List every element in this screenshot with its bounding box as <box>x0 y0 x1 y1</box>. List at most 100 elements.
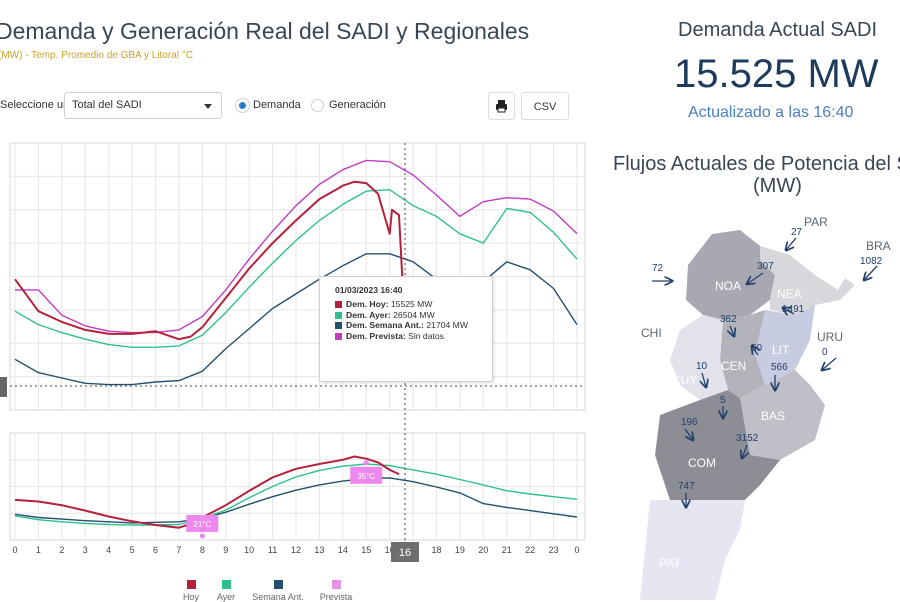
page-title: Demanda y Generación Real del SADI y Reg… <box>0 18 530 44</box>
x-tick-label: 0 <box>574 545 579 555</box>
crosshair-y-marker <box>0 377 7 397</box>
region-select-value: Total del SADI <box>72 99 142 111</box>
x-tick-label: 5 <box>130 545 135 555</box>
tooltip-datetime: 01/03/2023 16:40 <box>335 285 403 295</box>
x-tick-label: 19 <box>455 545 465 555</box>
x-axis-ticks: 012345678910111213141516171819202122230 <box>12 545 579 555</box>
flow-value-cuy-com: 196 <box>681 417 698 428</box>
cursor-x-label: 16 <box>399 547 411 559</box>
x-tick-label: 11 <box>268 545 277 555</box>
generation-radio-label[interactable]: Generación <box>329 99 386 111</box>
csv-button[interactable]: CSV <box>521 92 569 120</box>
temp-label-dot <box>199 533 205 539</box>
tooltip-row-semana: Dem. Semana Ant.: 21704 MW <box>335 320 492 331</box>
flow-value-cen-bas: 5 <box>720 395 726 406</box>
x-tick-label: 8 <box>200 545 205 555</box>
flow-value-uru: 0 <box>822 347 828 358</box>
region-label-bas: BAS <box>761 409 785 423</box>
generation-radio[interactable] <box>311 99 324 112</box>
region-nea <box>760 246 855 315</box>
demand-chart: 012345678910111213141516171819202122230 … <box>0 142 586 562</box>
flow-value-noa-nea: 307 <box>757 261 774 272</box>
x-tick-label: 7 <box>176 545 181 555</box>
current-demand-title: Demanda Actual SADI <box>678 19 877 41</box>
flow-value-com-bas: 3152 <box>736 433 759 444</box>
region-label-com: COM <box>688 456 716 470</box>
neighbor-label-bra: BRA <box>866 239 891 253</box>
flow-value-bra: 1082 <box>860 256 883 267</box>
x-tick-label: 22 <box>525 545 535 555</box>
demand-line-prevista <box>15 159 578 334</box>
region-bas <box>740 370 825 460</box>
neighbor-label-uru: URU <box>817 330 843 344</box>
x-tick-label: 20 <box>478 545 488 555</box>
swatch-semana <box>335 322 342 329</box>
swatch-prevista <box>335 332 342 340</box>
x-tick-label: 2 <box>59 545 64 555</box>
region-com <box>655 390 780 500</box>
temp-line-ayer <box>14 463 578 526</box>
tooltip-row-ayer: Dem. Ayer: 26504 MW <box>335 310 492 321</box>
legend-item-hoy[interactable]: Hoy <box>176 580 206 602</box>
cursor-x-marker <box>391 542 419 562</box>
demand-grid <box>9 142 586 411</box>
x-tick-label: 6 <box>153 545 158 555</box>
region-lit <box>755 305 815 385</box>
temp-line-semana-ant <box>14 477 578 524</box>
tooltip-row-hoy: Dem. Hoy: 15525 MW <box>335 299 492 310</box>
demand-line-hoy <box>14 180 407 341</box>
x-tick-label: 18 <box>431 545 441 555</box>
flow-value-lit-bas: 566 <box>771 362 788 373</box>
flow-arrows <box>652 237 878 507</box>
chart-subtitle: (MW) - Temp. Promedio de GBA y Litoral °… <box>0 50 193 61</box>
current-demand-value: 15.525 MW <box>674 52 879 96</box>
flow-value-nea-lit: 1491 <box>782 304 805 315</box>
x-tick-label: 23 <box>549 545 559 555</box>
flow-value-pat-com: 747 <box>678 481 695 492</box>
x-tick-label: 21 <box>502 545 512 555</box>
legend-item-ayer[interactable]: Ayer <box>211 580 241 602</box>
flows-title: Flujos Actuales de Potencia del SADI <box>613 153 900 175</box>
demand-radio-label[interactable]: Demanda <box>253 99 301 111</box>
x-tick-label: 0 <box>12 545 17 555</box>
demand-line-ayer <box>14 188 578 348</box>
temperature-series <box>14 455 578 529</box>
region-select[interactable]: Total del SADI <box>64 92 222 119</box>
flow-value-cuy-cen: 10 <box>696 361 708 372</box>
legend-item-prevista[interactable]: Prevista <box>315 580 357 602</box>
region-label-noa: NOA <box>715 279 741 293</box>
region-label-cuy: CUY <box>672 373 697 387</box>
temp-line-hoy <box>14 455 400 529</box>
chart-tooltip: 01/03/2023 16:40 Dem. Hoy: 15525 MW Dem.… <box>319 276 493 382</box>
x-tick-label: 12 <box>291 545 301 555</box>
temp-label-box <box>350 466 383 484</box>
flow-value-chi: 72 <box>652 263 664 274</box>
flows-unit: (MW) <box>753 175 802 197</box>
region-pat <box>640 500 745 600</box>
x-tick-label: 9 <box>223 545 228 555</box>
temp-label-box <box>186 514 219 532</box>
temp-label-dot <box>363 460 369 466</box>
demand-radio[interactable] <box>236 99 249 112</box>
x-tick-label: 10 <box>244 545 254 555</box>
x-tick-label: 13 <box>314 545 324 555</box>
legend-item-semana[interactable]: Semana Ant. <box>246 580 310 602</box>
chevron-down-icon <box>204 104 212 109</box>
print-icon <box>496 100 507 113</box>
temp-label-text: 35°C <box>357 472 375 481</box>
x-tick-label: 14 <box>338 545 348 555</box>
region-label-cen: CEN <box>721 359 746 373</box>
region-label-pat: PAT <box>659 556 681 570</box>
x-tick-label: 3 <box>83 545 88 555</box>
x-tick-label: 4 <box>106 545 111 555</box>
swatch-hoy <box>335 301 342 308</box>
region-cuy <box>670 315 728 400</box>
neighbor-label-chi: CHI <box>641 326 662 340</box>
x-tick-label: 1 <box>36 545 41 555</box>
swatch-ayer <box>335 311 342 319</box>
region-label-lit: LIT <box>772 343 790 357</box>
print-button[interactable] <box>488 92 515 120</box>
tooltip-row-prevista: Dem. Prevista: Sin datos <box>335 331 492 342</box>
temp-label-text: 21°C <box>193 520 211 529</box>
x-tick-label: 15 <box>361 545 371 555</box>
